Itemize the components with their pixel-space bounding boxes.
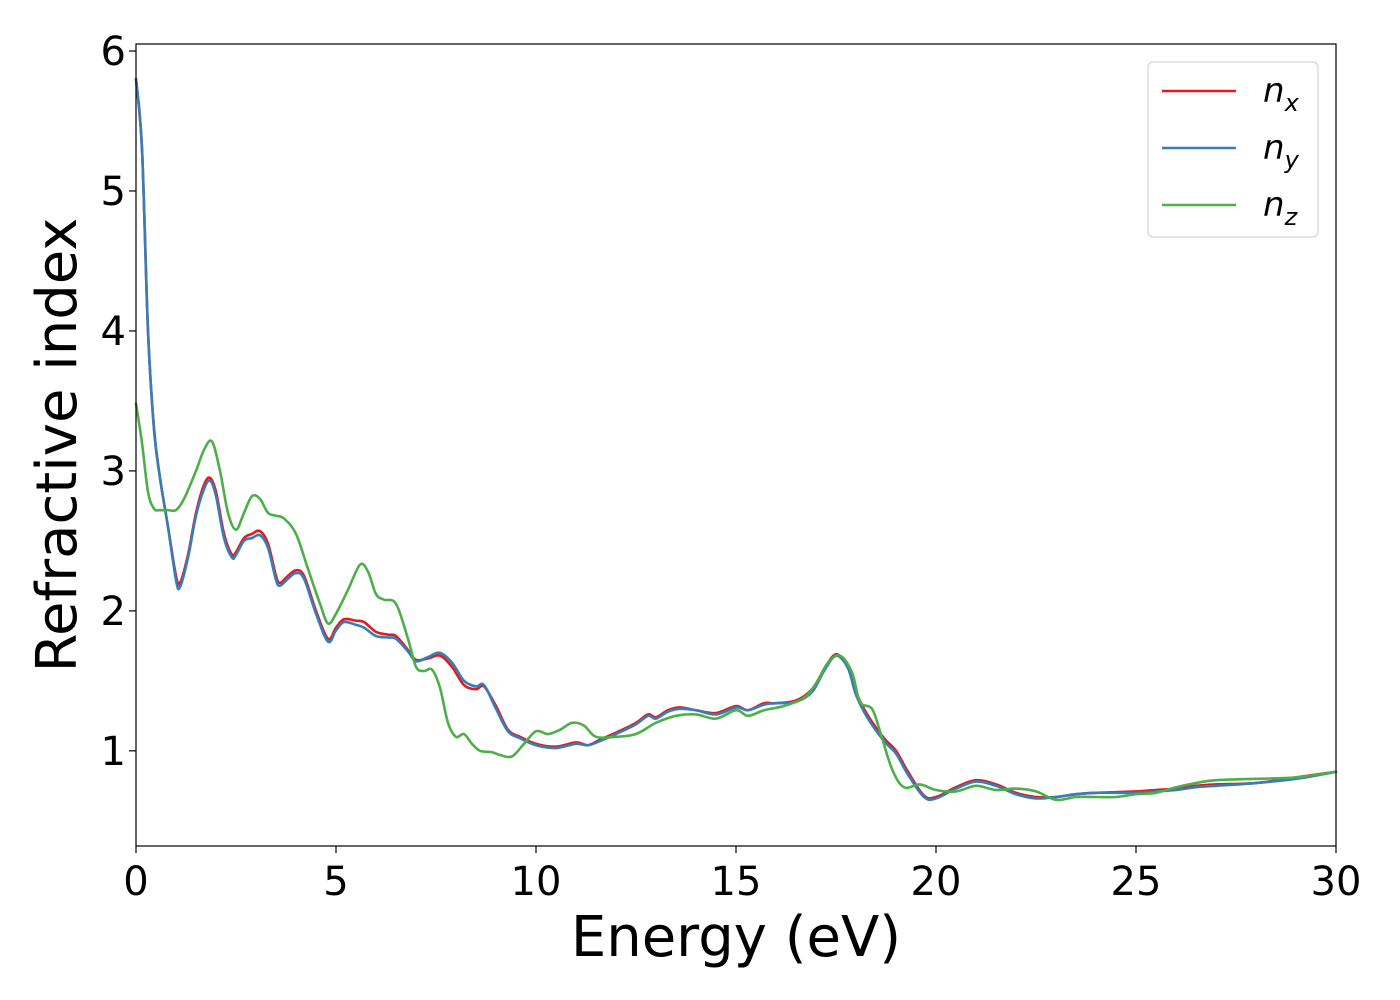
x-tick-label: 30	[1311, 859, 1362, 905]
x-axis-title: Energy (eV)	[571, 905, 901, 970]
y-tick-label: 6	[101, 29, 126, 75]
x-tick-label: 25	[1111, 859, 1162, 905]
y-axis-title: Refractive index	[25, 218, 90, 673]
y-tick-label: 1	[101, 729, 126, 775]
x-tick-label: 10	[511, 859, 562, 905]
y-tick-label: 5	[101, 169, 126, 215]
x-tick-label: 0	[123, 859, 148, 905]
x-tick-label: 20	[911, 859, 962, 905]
y-tick-label: 3	[101, 449, 126, 495]
y-axis: 1 2 3 4 5 6	[101, 29, 136, 775]
y-tick-label: 2	[101, 589, 126, 635]
legend-box	[1147, 61, 1319, 238]
x-tick-label: 5	[323, 859, 348, 905]
series-line-y	[134, 77, 1338, 802]
y-tick-label: 4	[101, 309, 126, 355]
series-layer	[134, 77, 1338, 802]
x-axis: 0 5 10 15 20 25 30	[123, 846, 1361, 905]
series-line-z	[134, 402, 1338, 802]
x-tick-label: 15	[711, 859, 762, 905]
